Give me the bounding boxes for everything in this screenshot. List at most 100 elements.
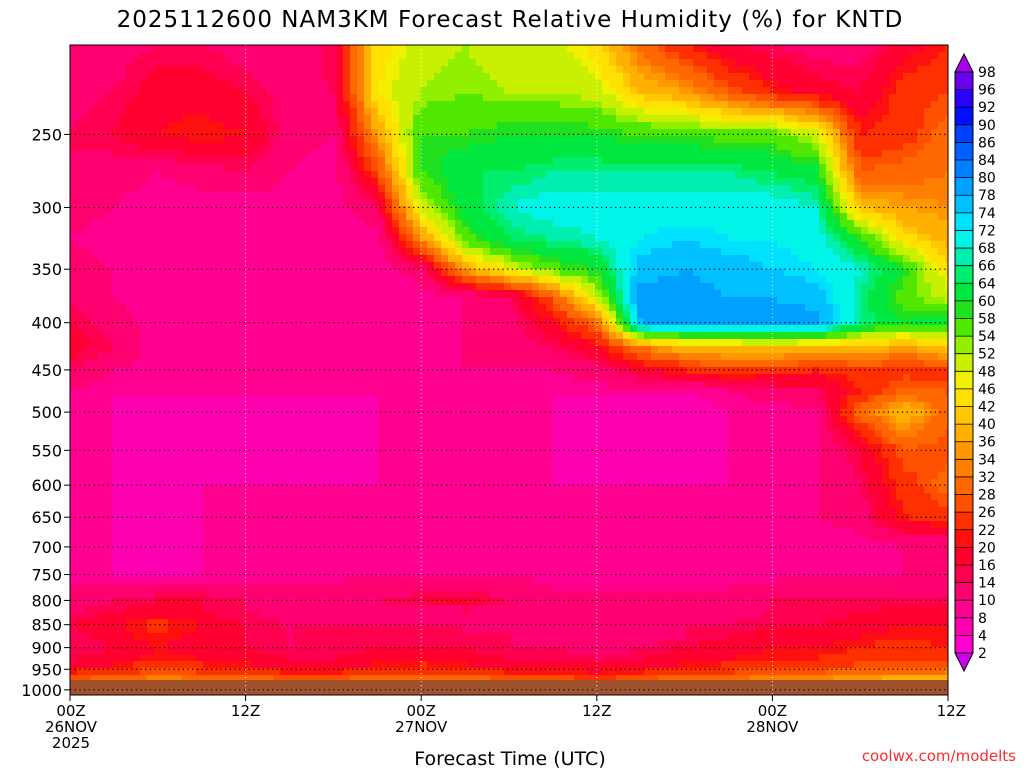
field-cell <box>329 220 337 228</box>
field-cell <box>210 255 218 263</box>
field-cell <box>357 171 365 179</box>
field-cell <box>868 290 876 298</box>
field-cell <box>749 213 757 221</box>
field-cell <box>567 87 575 95</box>
field-cell <box>280 122 288 130</box>
field-cell <box>588 171 596 179</box>
field-cell <box>518 178 526 186</box>
field-cell <box>553 206 561 214</box>
field-cell <box>406 227 414 235</box>
field-cell <box>686 136 694 144</box>
field-cell <box>693 115 701 123</box>
field-cell <box>742 248 750 256</box>
field-cell <box>784 192 792 200</box>
field-cell <box>490 227 498 235</box>
field-cell <box>420 234 428 242</box>
field-cell <box>357 262 365 270</box>
field-cell <box>476 94 484 102</box>
field-cell <box>525 87 533 95</box>
field-cell <box>231 283 239 291</box>
field-cell <box>651 80 659 88</box>
field-cell <box>140 171 148 179</box>
field-cell <box>623 94 631 102</box>
field-cell <box>945 178 948 186</box>
field-cell <box>595 199 603 207</box>
field-cell <box>504 122 512 130</box>
field-cell <box>868 185 876 193</box>
field-cell <box>672 73 680 81</box>
field-cell <box>721 255 729 263</box>
field-cell <box>735 269 743 277</box>
field-cell <box>945 304 948 312</box>
field-cell <box>518 87 526 95</box>
field-cell <box>504 234 512 242</box>
field-cell <box>196 199 204 207</box>
field-cell <box>644 318 652 326</box>
field-cell <box>112 283 120 291</box>
field-cell <box>931 192 939 200</box>
field-cell <box>665 185 673 193</box>
field-cell <box>847 178 855 186</box>
field-cell <box>686 59 694 67</box>
field-cell <box>175 304 183 312</box>
field-cell <box>749 115 757 123</box>
field-cell <box>434 52 442 60</box>
field-cell <box>91 171 99 179</box>
field-cell <box>266 80 274 88</box>
field-cell <box>945 199 948 207</box>
field-cell <box>210 311 218 319</box>
field-cell <box>343 45 351 53</box>
field-cell <box>196 122 204 130</box>
field-cell <box>623 199 631 207</box>
field-cell <box>280 80 288 88</box>
field-cell <box>728 297 736 305</box>
field-cell <box>644 199 652 207</box>
field-cell <box>889 304 897 312</box>
field-cell <box>161 276 169 284</box>
field-cell <box>511 262 519 270</box>
field-cell <box>679 227 687 235</box>
field-cell <box>399 115 407 123</box>
field-cell <box>847 115 855 123</box>
field-cell <box>875 304 883 312</box>
field-cell <box>560 164 568 172</box>
field-cell <box>315 52 323 60</box>
field-cell <box>294 227 302 235</box>
field-cell <box>126 318 134 326</box>
field-cell <box>378 241 386 249</box>
field-cell <box>665 115 673 123</box>
field-cell <box>819 52 827 60</box>
field-cell <box>259 94 267 102</box>
field-cell <box>945 94 948 102</box>
field-cell <box>938 234 946 242</box>
field-cell <box>749 283 757 291</box>
field-cell <box>329 80 337 88</box>
field-cell <box>931 311 939 319</box>
field-cell <box>133 108 141 116</box>
field-cell <box>805 66 813 74</box>
field-cell <box>763 136 771 144</box>
field-cell <box>238 185 246 193</box>
field-cell <box>497 157 505 165</box>
field-cell <box>714 213 722 221</box>
field-cell <box>441 220 449 228</box>
field-cell <box>357 143 365 151</box>
field-cell <box>707 45 715 53</box>
field-cell <box>448 234 456 242</box>
field-cell <box>322 227 330 235</box>
field-cell <box>98 122 106 130</box>
field-cell <box>931 136 939 144</box>
field-cell <box>518 143 526 151</box>
field-cell <box>287 101 295 109</box>
field-cell <box>805 59 813 67</box>
field-cell <box>518 122 526 130</box>
field-cell <box>651 136 659 144</box>
field-cell <box>938 290 946 298</box>
field-cell <box>686 45 694 53</box>
field-cell <box>273 150 281 158</box>
field-cell <box>826 248 834 256</box>
field-cell <box>595 108 603 116</box>
field-cell <box>679 122 687 130</box>
field-cell <box>308 234 316 242</box>
field-cell <box>938 255 946 263</box>
